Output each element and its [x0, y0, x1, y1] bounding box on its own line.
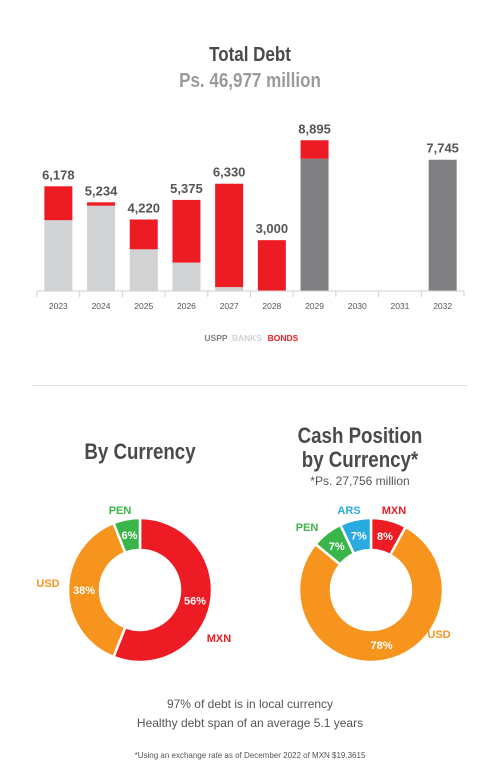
bar-uspp-2029 — [300, 158, 329, 291]
bar-bonds-2026 — [172, 199, 201, 263]
slice-value-ars: 7% — [351, 530, 367, 542]
bar-banks-2025 — [129, 249, 158, 291]
slice-value-usd: 78% — [370, 640, 392, 652]
bar-total-label-2023: 6,178 — [42, 167, 75, 182]
x-tick-label-2025: 2025 — [134, 301, 153, 311]
slice-value-mxn: 8% — [377, 531, 393, 543]
debt-maturity-bar-chart: 6,178 2023 5,234 2024 4,220 2025 5,375 2026 6,33… — [36, 121, 465, 343]
slice-value-pen: 7% — [329, 541, 345, 553]
page-title: Total Debt — [209, 44, 291, 66]
slice-label-ars: ARS — [337, 505, 360, 517]
slice-ars — [338, 516, 373, 556]
bar-bonds-2024 — [87, 202, 116, 206]
footer-debt-span: Healthy debt span of an average 5.1 year… — [136, 716, 364, 730]
slice-label-pen: PEN — [109, 505, 132, 517]
cash-donut-chart: 8% MXN 78% USD 7% PEN 7% ARS — [296, 505, 451, 664]
slice-pen — [111, 516, 142, 555]
bar-banks-2023 — [44, 220, 73, 291]
bar-uspp-2032 — [428, 159, 457, 291]
x-tick-label-2031: 2031 — [390, 301, 409, 311]
cash-title-line1: Cash Position — [297, 423, 423, 448]
bar-total-label-2028: 3,000 — [256, 221, 289, 236]
page-subtitle: Ps. 46,977 million — [179, 70, 321, 92]
slice-value-pen: 6% — [122, 530, 138, 542]
x-tick-label-2029: 2029 — [305, 301, 324, 311]
bar-banks-2024 — [87, 205, 116, 291]
x-tick-label-2024: 2024 — [92, 301, 111, 311]
currency-title: By Currency — [84, 439, 196, 464]
x-tick-label-2027: 2027 — [220, 301, 239, 311]
footnote-exchange-rate: *Using an exchange rate as of December 2… — [134, 751, 366, 760]
slice-value-usd: 38% — [73, 585, 95, 597]
bar-total-label-2024: 5,234 — [85, 183, 118, 198]
slice-usd — [66, 521, 127, 659]
legend-bonds: BONDS — [268, 333, 299, 343]
bar-bonds-2028 — [257, 240, 286, 291]
slice-value-mxn: 56% — [184, 595, 206, 607]
cash-subtitle: *Ps. 27,756 million — [310, 474, 410, 488]
slice-mxn — [111, 516, 214, 664]
bar-bonds-2025 — [129, 219, 158, 250]
bar-total-label-2025: 4,220 — [127, 200, 160, 215]
bar-total-label-2032: 7,745 — [426, 141, 459, 156]
bar-total-label-2027: 6,330 — [213, 165, 246, 180]
slice-label-usd: USD — [36, 578, 59, 590]
x-tick-label-2026: 2026 — [177, 301, 196, 311]
currency-donut-chart: 56% MXN 38% USD 6% PEN — [36, 505, 232, 664]
bar-legend: USPP BANKS BONDS — [204, 333, 298, 343]
cash-title-line2: by Currency* — [301, 447, 419, 472]
bar-bonds-2023 — [44, 186, 73, 221]
x-tick-label-2030: 2030 — [348, 301, 367, 311]
slice-label-mxn: MXN — [207, 633, 232, 645]
bar-bonds-2027 — [215, 183, 244, 288]
x-tick-label-2023: 2023 — [49, 301, 68, 311]
legend-uspp: USPP — [204, 333, 227, 343]
slice-label-pen: PEN — [296, 522, 319, 534]
bar-plot-area: 6,178 2023 5,234 2024 4,220 2025 5,375 2026 6,33… — [36, 121, 465, 311]
slice-label-usd: USD — [427, 629, 450, 641]
bar-total-label-2029: 8,895 — [298, 121, 331, 136]
slice-label-mxn: MXN — [382, 505, 407, 517]
x-tick-label-2028: 2028 — [262, 301, 281, 311]
footer-local-currency: 97% of debt is in local currency — [166, 697, 334, 711]
legend-banks: BANKS — [232, 333, 263, 343]
bar-total-label-2026: 5,375 — [170, 181, 203, 196]
bar-banks-2027 — [215, 287, 244, 291]
x-tick-label-2032: 2032 — [433, 301, 452, 311]
section-divider — [32, 385, 468, 386]
bar-bonds-2029 — [300, 140, 329, 159]
bar-banks-2026 — [172, 262, 201, 291]
